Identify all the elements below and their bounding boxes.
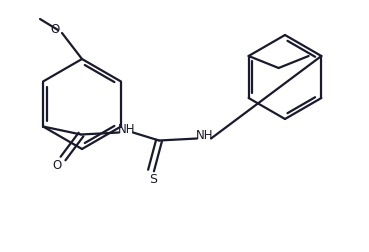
Text: O: O	[51, 22, 60, 35]
Text: S: S	[149, 172, 157, 185]
Text: O: O	[52, 158, 62, 171]
Text: NH: NH	[118, 122, 136, 136]
Text: NH: NH	[196, 129, 214, 141]
